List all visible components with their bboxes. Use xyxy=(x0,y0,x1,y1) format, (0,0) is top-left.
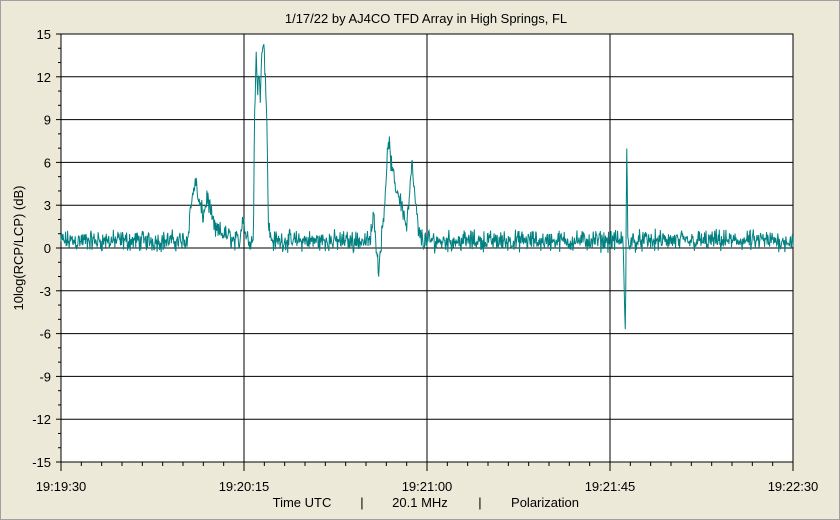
x-tick-label: 19:21:45 xyxy=(585,479,636,494)
y-tick-label: 15 xyxy=(37,27,51,42)
x-axis-label: Time UTC | 20.1 MHz | Polarization xyxy=(273,495,579,510)
x-axis-label-separator: | xyxy=(478,495,481,510)
y-tick-label: -15 xyxy=(32,455,51,470)
y-tick-label: -9 xyxy=(39,369,51,384)
x-axis-label-mode: Polarization xyxy=(511,495,579,510)
y-tick-label: 9 xyxy=(44,113,51,128)
grid-lines xyxy=(61,34,793,462)
y-tick-label: 3 xyxy=(44,198,51,213)
series-layer xyxy=(60,44,794,330)
x-tick-label: 19:20:15 xyxy=(219,479,270,494)
x-tick-label: 19:21:00 xyxy=(402,479,453,494)
y-axis-label: 10log(RCP/LCP) (dB) xyxy=(11,186,26,311)
x-tick-label: 19:19:30 xyxy=(36,479,87,494)
polarization-series-line xyxy=(60,44,794,330)
y-tick-label: 0 xyxy=(44,241,51,256)
chart-title: 1/17/22 by AJ4CO TFD Array in High Sprin… xyxy=(285,11,567,26)
axes: 15 12 9 6 3 0 -3 -6 -9 -12 -15 19:19:30 19:20:15 19:2… xyxy=(32,27,818,494)
x-axis-label-frequency: 20.1 MHz xyxy=(392,495,448,510)
y-tick-label: 12 xyxy=(37,70,51,85)
y-tick-label: 6 xyxy=(44,155,51,170)
x-axis-label-time: Time UTC xyxy=(273,495,332,510)
y-tick-label: -12 xyxy=(32,412,51,427)
y-tick-label: -3 xyxy=(39,284,51,299)
x-tick-label: 19:22:30 xyxy=(768,479,819,494)
x-axis-label-separator: | xyxy=(360,495,363,510)
y-tick-label: -6 xyxy=(39,327,51,342)
